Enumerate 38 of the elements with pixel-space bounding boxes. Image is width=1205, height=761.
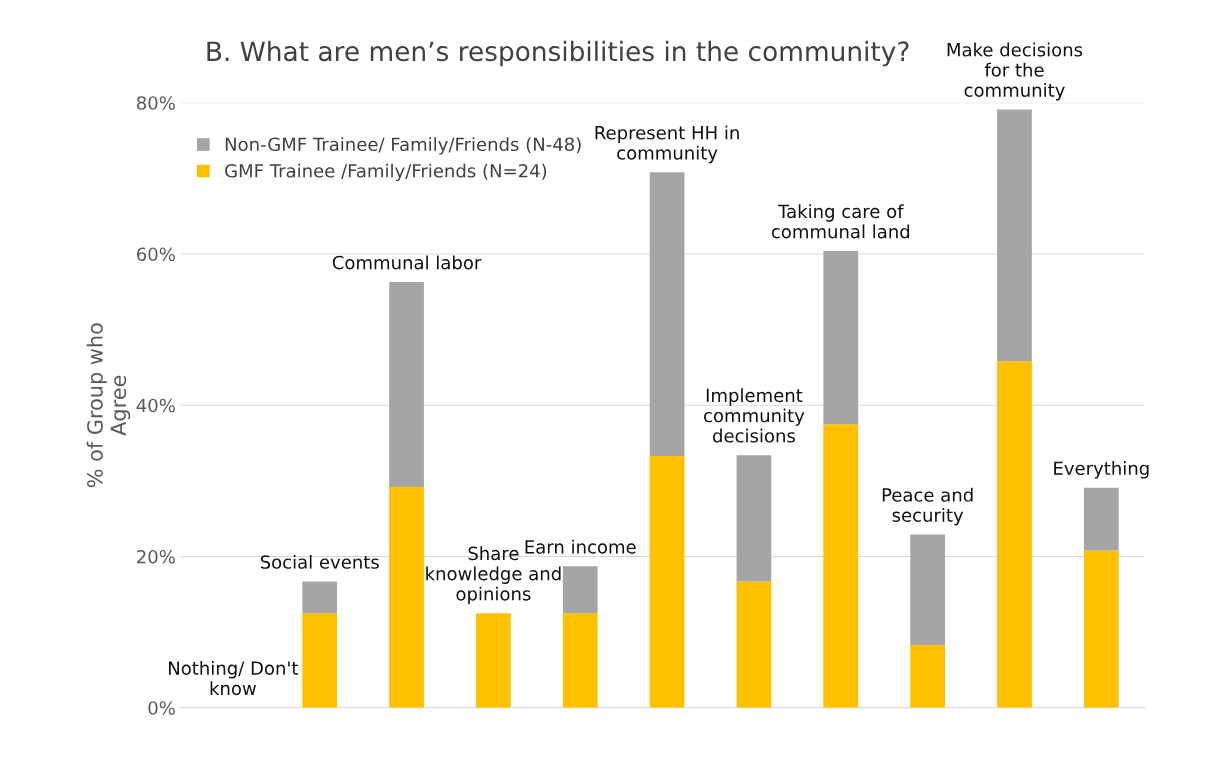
bar (389, 486, 424, 708)
legend-label: Non-GMF Trainee/ Family/Friends (N-48) (225, 137, 581, 155)
bar (997, 109, 1032, 362)
bar (649, 172, 685, 456)
x-tick-label: Peace and security (882, 487, 973, 526)
x-tick-label: Communal labor (332, 255, 482, 270)
bar (302, 581, 338, 614)
x-tick-label: Make decisions for the community (947, 42, 1083, 101)
x-tick-label: Nothing/ Don't know (169, 660, 299, 696)
bar (910, 534, 945, 645)
x-tick-label: Everything (1054, 461, 1149, 479)
bar (997, 361, 1032, 708)
x-tick-label: Implement community decisions (704, 388, 805, 443)
y-tick-label: 0% (148, 701, 175, 715)
bar (476, 613, 511, 708)
bar (649, 455, 685, 708)
y-tick-label: 40% (136, 398, 175, 413)
bar (302, 613, 338, 708)
x-tick-label: Taking care of communal land (771, 204, 910, 239)
bar (823, 250, 859, 425)
x-tick-label: Earn income (525, 539, 636, 554)
x-tick-label: Social events (260, 554, 379, 569)
legend-label: GMF Trainee /Family/Friends (N=24) (225, 163, 547, 182)
bar (736, 455, 772, 582)
y-tick-label: 80% (136, 96, 175, 110)
bar (389, 281, 424, 487)
bar (823, 424, 859, 708)
y-axis-title: % of Group who Agree (86, 323, 131, 488)
chart-title: B. What are men’s responsibilities in the community? (207, 40, 909, 67)
bar (910, 644, 945, 708)
bar (562, 613, 598, 708)
x-tick-label: Represent HH in community (595, 125, 739, 164)
bar (1083, 487, 1119, 551)
y-tick-label: 20% (137, 549, 175, 564)
bar (736, 581, 772, 708)
bar (562, 566, 598, 614)
bar (1083, 550, 1119, 708)
y-tick-label: 60% (137, 247, 175, 262)
